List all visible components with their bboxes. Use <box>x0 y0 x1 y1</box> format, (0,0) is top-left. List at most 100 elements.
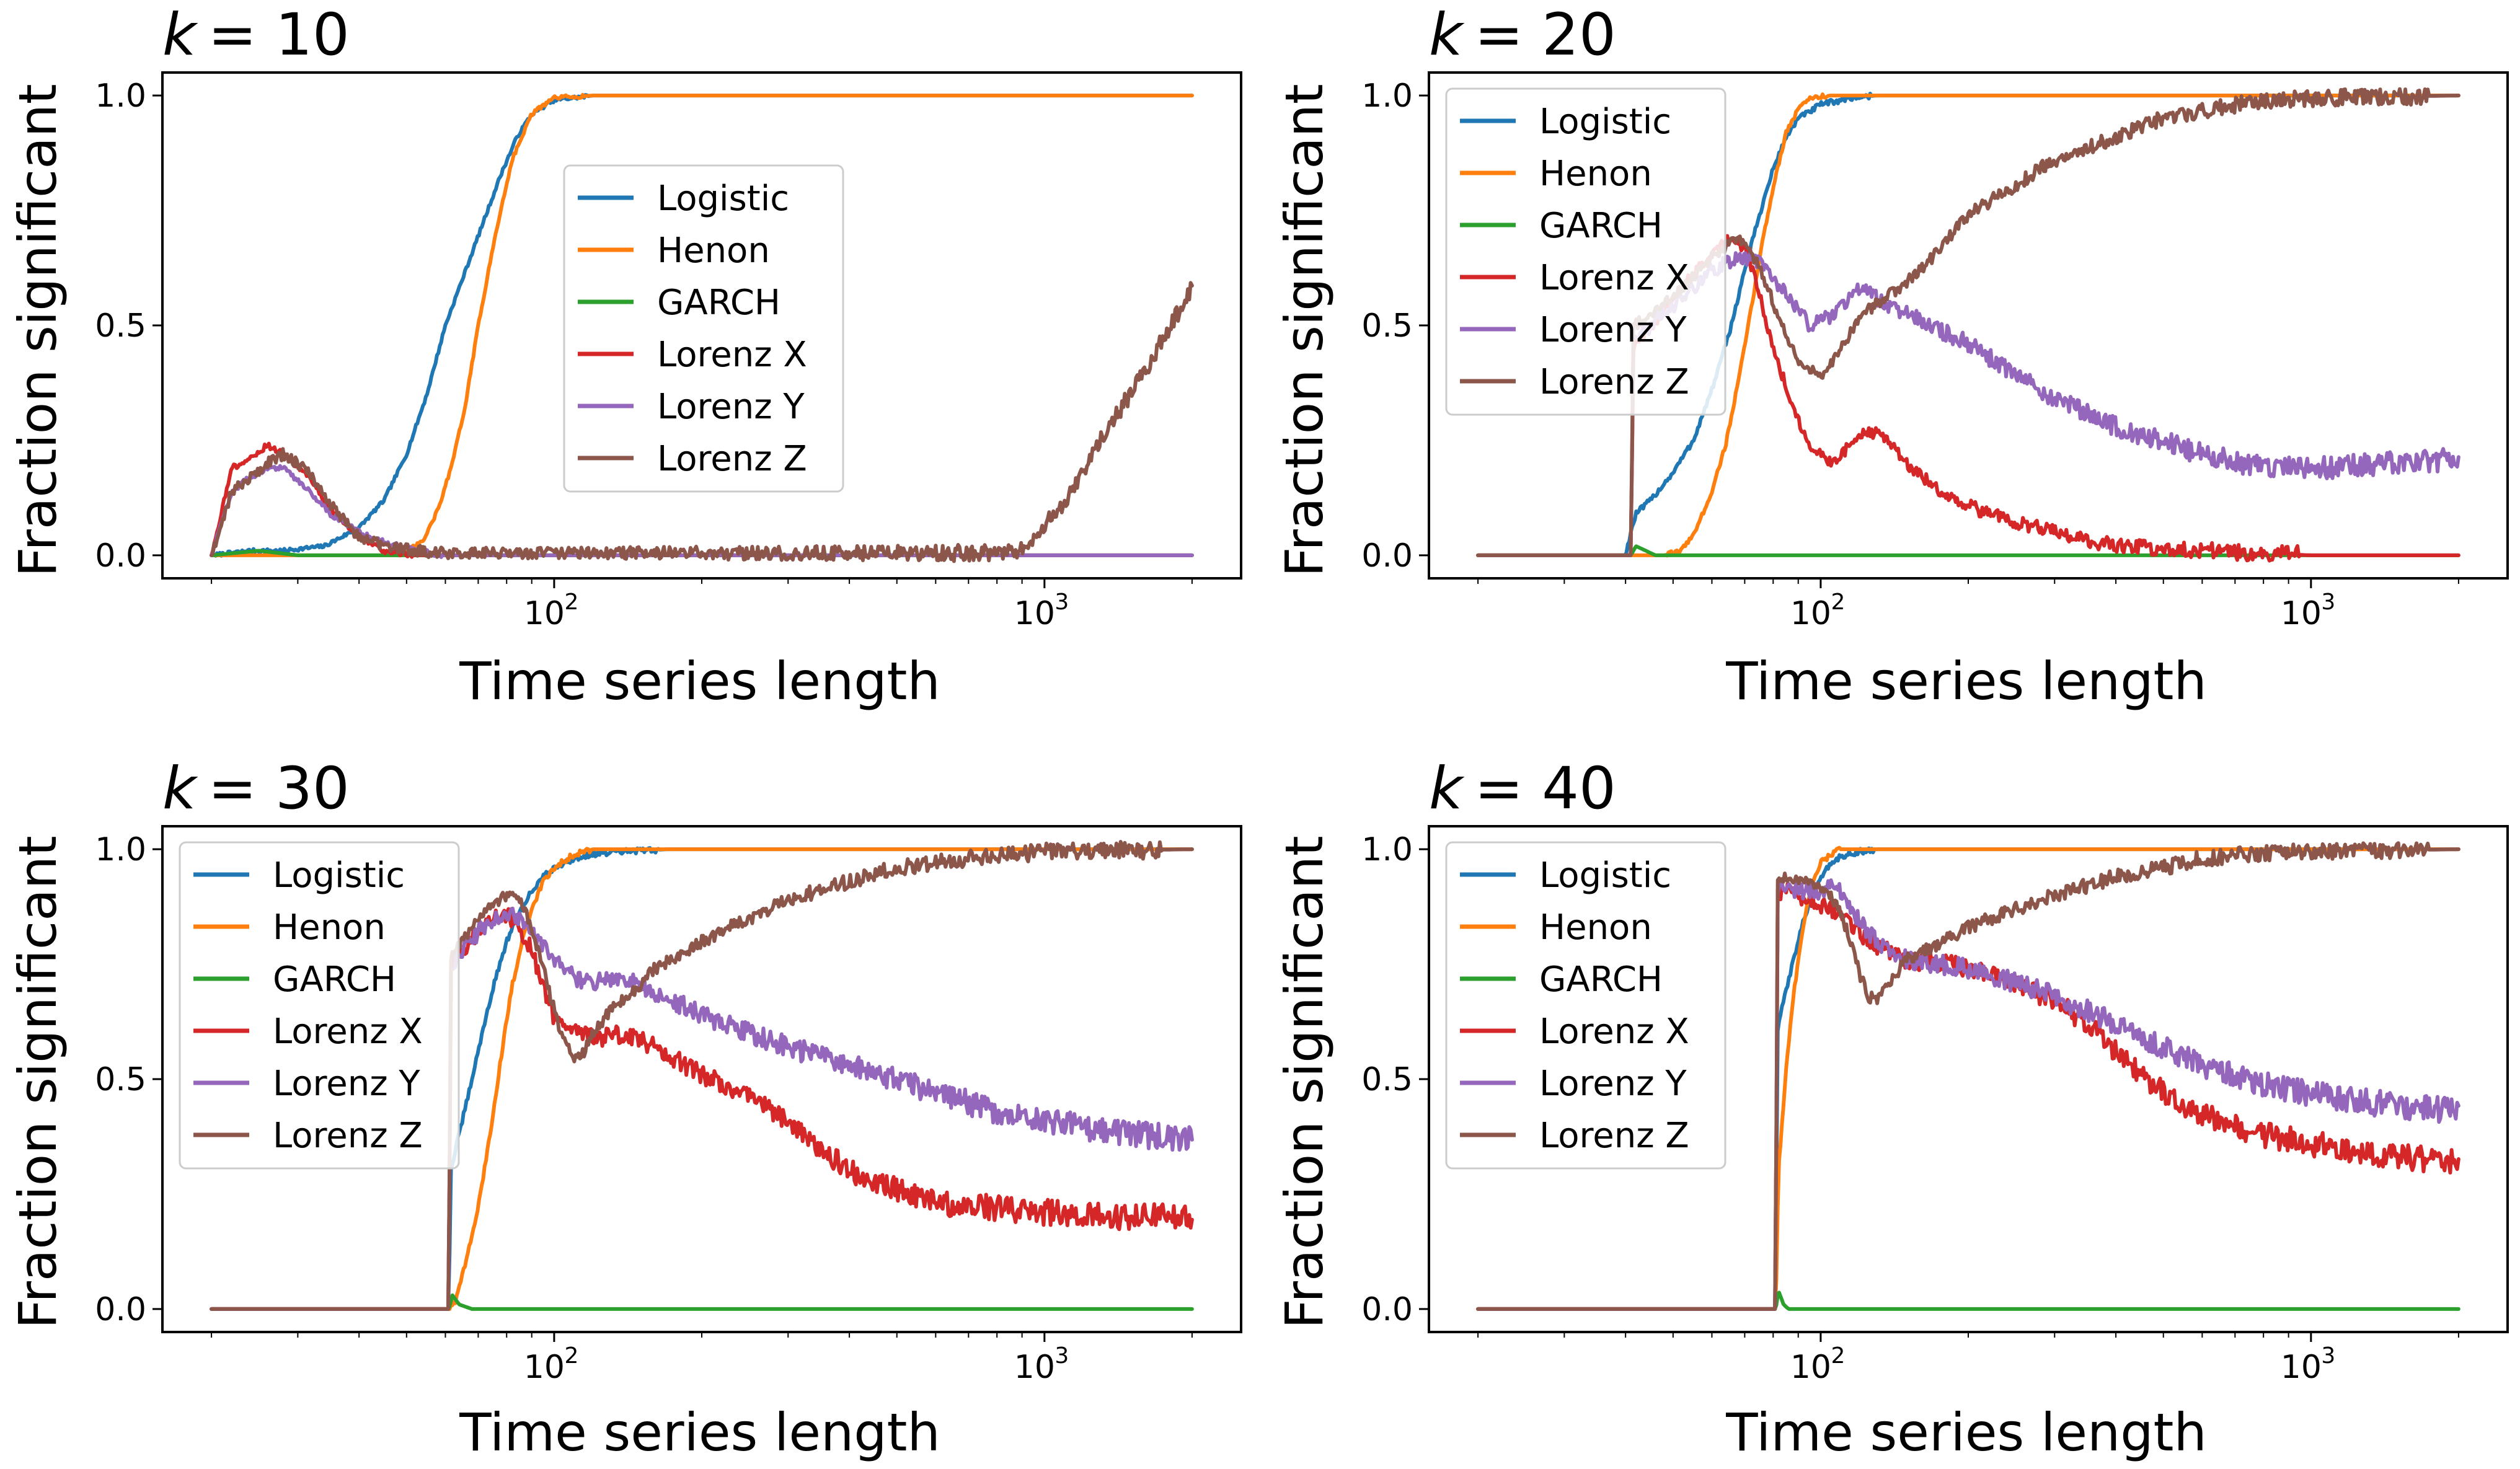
y-axis-label: Fraction significant <box>7 836 68 1329</box>
panel-title: k = 20 <box>1429 1 1616 69</box>
legend-label-lorenz-z: Lorenz Z <box>657 439 807 479</box>
legend-label-henon: Henon <box>657 231 770 271</box>
y-tick-label: 1.0 <box>1361 77 1413 115</box>
x-tick-label: 10 <box>524 595 565 632</box>
x-tick-label: 10 <box>2281 1349 2322 1386</box>
x-tick-label: 10 <box>1790 1349 1831 1386</box>
y-tick-label: 1.0 <box>95 831 146 868</box>
title-k: k <box>162 755 198 823</box>
axes-frame <box>161 825 1242 1333</box>
plot-area <box>210 840 1194 1311</box>
y-axis-label: Fraction significant <box>7 84 68 577</box>
series-line-lorenz-z <box>210 281 1194 563</box>
legend: Logistic Henon GARCH Lorenz X Lorenz Y Lorenz… <box>179 841 460 1170</box>
plot-area <box>210 92 1194 563</box>
y-tick-label: 0.0 <box>95 537 146 575</box>
panel-k20: k = 20 Time series length Fraction signi… <box>1274 1 2509 712</box>
x-tick-label: 10 <box>1790 595 1831 632</box>
y-tick-label: 0.0 <box>95 1291 146 1328</box>
panel-k30: k = 30 Time series length Fraction signi… <box>7 755 1242 1463</box>
axes-frame <box>1428 71 2509 580</box>
x-tick-exponent: 2 <box>564 1343 578 1369</box>
title-k: k <box>162 1 198 69</box>
legend-label-logistic: Logistic <box>1539 855 1671 896</box>
title-value: = 20 <box>1475 1 1616 69</box>
panel-k40: k = 40 Time series length Fraction signi… <box>1274 755 2509 1463</box>
x-axis-label: Time series length <box>1725 651 2206 712</box>
legend-label-garch: GARCH <box>273 959 396 1000</box>
title-value: = 40 <box>1475 755 1616 823</box>
legend-box <box>1445 87 1726 416</box>
y-tick-label: 0.0 <box>1361 1291 1413 1328</box>
legend-label-henon: Henon <box>1539 907 1652 948</box>
x-tick-exponent: 3 <box>2321 589 2335 615</box>
title-value: = 30 <box>208 755 350 823</box>
x-tick-exponent: 2 <box>1831 1343 1845 1369</box>
plot-area <box>1476 841 2460 1311</box>
series-line-lorenz-z <box>1476 841 2460 1311</box>
legend-box <box>1445 841 1726 1170</box>
x-tick-exponent: 3 <box>1054 1343 1069 1369</box>
axes-frame <box>161 71 1242 580</box>
x-tick-exponent: 2 <box>564 589 578 615</box>
y-tick-label: 0.5 <box>95 307 146 345</box>
x-axis-label: Time series length <box>459 1402 940 1463</box>
legend-label-lorenz-x: Lorenz X <box>657 335 807 375</box>
legend-label-lorenz-x: Lorenz X <box>273 1012 423 1052</box>
y-tick-label: 0.5 <box>95 1061 146 1098</box>
title-k: k <box>1429 1 1465 69</box>
legend-label-lorenz-x: Lorenz X <box>1539 1012 1689 1052</box>
tick-layer: 0.00.51.010 2 10 3 <box>1361 77 2459 632</box>
x-axis-label: Time series length <box>1725 1402 2206 1463</box>
y-axis-label: Fraction significant <box>1274 84 1335 577</box>
legend-label-lorenz-y: Lorenz Y <box>657 387 805 427</box>
legend-label-lorenz-z: Lorenz Z <box>1539 362 1689 402</box>
panel-title: k = 30 <box>162 755 350 823</box>
panel-k10: k = 10 Time series length Fraction signi… <box>7 1 1242 712</box>
y-tick-label: 0.0 <box>1361 537 1413 575</box>
legend-label-garch: GARCH <box>1539 206 1663 246</box>
legend-label-garch: GARCH <box>657 283 780 323</box>
panel-title: k = 10 <box>162 1 350 69</box>
legend-label-lorenz-y: Lorenz Y <box>1539 310 1687 350</box>
legend-label-garch: GARCH <box>1539 959 1663 1000</box>
y-axis-label: Fraction significant <box>1274 836 1335 1329</box>
legend: Logistic Henon GARCH Lorenz X Lorenz Y Lorenz… <box>1445 841 1726 1170</box>
legend-label-lorenz-z: Lorenz Z <box>273 1116 423 1156</box>
legend-label-lorenz-y: Lorenz Y <box>273 1064 420 1104</box>
legend-label-henon: Henon <box>273 907 386 948</box>
axes-frame <box>1428 825 2509 1333</box>
y-tick-label: 1.0 <box>95 77 146 115</box>
y-tick-label: 0.5 <box>1361 1061 1413 1098</box>
x-tick-label: 10 <box>2281 595 2322 632</box>
tick-layer: 0.00.51.010 2 10 3 <box>95 831 1193 1386</box>
legend: Logistic Henon GARCH Lorenz X Lorenz Y Lorenz… <box>1445 87 1726 416</box>
legend: Logistic Henon GARCH Lorenz X Lorenz Y Lorenz… <box>563 164 844 493</box>
x-tick-label: 10 <box>1014 1349 1055 1386</box>
title-value: = 10 <box>208 1 350 69</box>
legend-label-lorenz-y: Lorenz Y <box>1539 1064 1687 1104</box>
y-tick-label: 0.5 <box>1361 307 1413 345</box>
legend-label-logistic: Logistic <box>273 855 405 896</box>
panel-title: k = 40 <box>1429 755 1616 823</box>
legend-label-lorenz-x: Lorenz X <box>1539 258 1689 298</box>
x-tick-label: 10 <box>1014 595 1055 632</box>
legend-label-lorenz-z: Lorenz Z <box>1539 1116 1689 1156</box>
legend-box <box>563 164 844 493</box>
legend-label-logistic: Logistic <box>1539 102 1671 142</box>
x-tick-exponent: 3 <box>1054 589 1069 615</box>
x-tick-exponent: 3 <box>2321 1343 2335 1369</box>
legend-box <box>179 841 460 1170</box>
x-tick-exponent: 2 <box>1831 589 1845 615</box>
tick-layer: 0.00.51.010 2 10 3 <box>95 77 1193 632</box>
series-line-lorenz-z <box>210 840 1194 1311</box>
title-k: k <box>1429 755 1465 823</box>
legend-label-henon: Henon <box>1539 154 1652 194</box>
y-tick-label: 1.0 <box>1361 831 1413 868</box>
legend-label-logistic: Logistic <box>657 179 789 219</box>
x-tick-label: 10 <box>524 1349 565 1386</box>
x-axis-label: Time series length <box>459 651 940 712</box>
tick-layer: 0.00.51.010 2 10 3 <box>1361 831 2459 1386</box>
